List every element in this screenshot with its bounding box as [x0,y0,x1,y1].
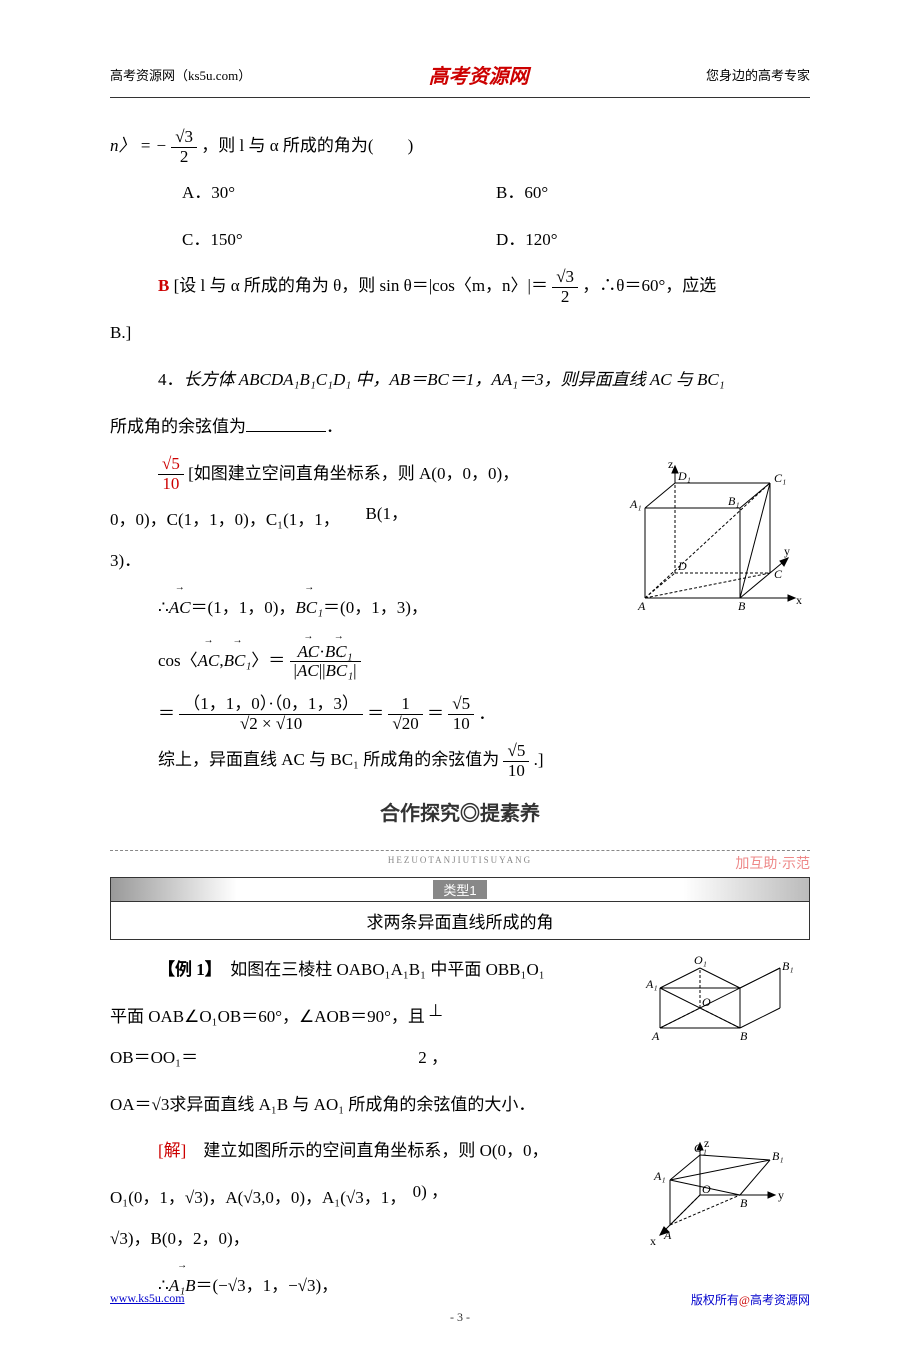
q4-calc: ＝ （1，1，0）·（0，1，3）√2 × √10 ＝ 1√20 ＝ √510 … [110,694,810,735]
q3-optA: A．30° [182,173,496,214]
q3-solution-line2: B.] [110,313,810,354]
svg-text:O: O [702,1182,711,1196]
q3-optC: C．150° [182,220,496,261]
section-wavy [110,850,810,851]
type-body: 求两条异面直线所成的角 [111,902,809,939]
header-center: 高考资源网 [429,60,529,89]
svg-text:B: B [740,1029,748,1043]
svg-text:A₁: A₁ [629,497,642,511]
q3-stem: n〉 = − √32 ，则 l 与 α 所成的角为( ) [110,126,810,167]
q3-opts-row1: A．30° B．60° [110,173,810,214]
svg-text:A: A [637,599,646,613]
svg-text:C: C [774,567,783,581]
svg-text:C₁: C₁ [774,471,786,485]
svg-text:B: B [740,1196,748,1210]
svg-text:A₁: A₁ [653,1169,666,1183]
q4-conclusion: 综上，异面直线 AC 与 BC₁ 所成角的余弦值为 √510 .] [110,740,810,781]
svg-text:B₁: B₁ [782,959,794,973]
section-title: 合作探究◎提素养 [110,797,810,826]
q4-cos: cos〈AC,BC₁〉＝ AC·BC₁ |AC||BC₁| [110,641,810,682]
figure-prism2: A B O A₁ B₁ O₁ x y z [640,1135,810,1255]
footer: www.ks5u.com 版权所有@高考资源网 - 3 - [110,1291,810,1325]
svg-text:A: A [663,1228,672,1242]
svg-text:A₁: A₁ [645,977,658,991]
type-head: 类型1 [433,880,486,899]
q3-optB: B．60° [496,173,810,214]
svg-text:O₁: O₁ [694,953,707,967]
svg-text:B: B [738,599,746,613]
svg-text:O: O [702,995,711,1009]
svg-text:D: D [677,559,687,573]
svg-text:x: x [796,593,802,607]
q3-answer: B [110,276,169,295]
figure-prism1: A B O A₁ B₁ O₁ [640,948,810,1048]
header-right: 您身边的高考专家 [706,65,810,84]
q3-optD: D．120° [496,220,810,261]
footer-page: - 3 - [110,1310,810,1325]
svg-text:y: y [784,544,790,558]
svg-text:z: z [704,1136,709,1150]
svg-text:D₁: D₁ [677,469,691,483]
svg-text:y: y [778,1188,784,1202]
figure-cuboid: A B C D A₁ B₁ C₁ D₁ x y z [620,458,810,618]
type-box: 类型1 求两条异面直线所成的角 [110,877,810,940]
q4-stem-l1: 4．长方体 ABCD­A₁B₁C₁D₁ 中，AB＝BC＝1，AA₁＝3，则异面直… [110,360,810,401]
footer-url: www.ks5u.com [110,1291,185,1308]
svg-text:x: x [650,1234,656,1248]
svg-text:z: z [668,458,673,471]
svg-text:B₁: B₁ [772,1149,784,1163]
header-rule [110,97,810,98]
q3-opts-row2: C．150° D．120° [110,220,810,261]
footer-copy: 版权所有@高考资源网 [691,1291,810,1308]
q4-stem-l2: 所成角的余弦值为． [110,407,810,448]
ex1-l3: OA＝√3求异面直线 A₁B 与 AO₁ 所成角的余弦值的大小． [110,1085,810,1126]
header-left: 高考资源网（ks5u.com） [110,65,251,84]
q3-solution-line1: B [设 l 与 α 所成的角为 θ，则 sin θ＝|cos〈m，n〉|＝ √… [110,266,810,307]
svg-text:B₁: B₁ [728,494,740,508]
svg-text:A: A [651,1029,660,1043]
